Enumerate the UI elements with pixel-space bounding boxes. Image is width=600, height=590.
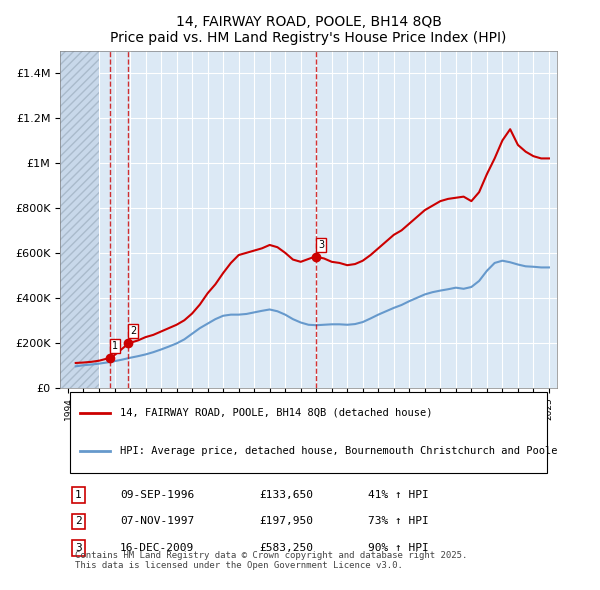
Text: 2: 2: [75, 516, 82, 526]
Text: 73% ↑ HPI: 73% ↑ HPI: [368, 516, 429, 526]
Text: 41% ↑ HPI: 41% ↑ HPI: [368, 490, 429, 500]
Text: 16-DEC-2009: 16-DEC-2009: [120, 543, 194, 553]
Text: 1: 1: [112, 340, 118, 350]
Text: 3: 3: [75, 543, 82, 553]
Text: 2: 2: [130, 326, 136, 336]
FancyBboxPatch shape: [70, 392, 547, 473]
Text: HPI: Average price, detached house, Bournemouth Christchurch and Poole: HPI: Average price, detached house, Bour…: [120, 445, 557, 455]
Text: Contains HM Land Registry data © Crown copyright and database right 2025.
This d: Contains HM Land Registry data © Crown c…: [75, 550, 467, 570]
Text: £133,650: £133,650: [259, 490, 313, 500]
Text: 3: 3: [318, 240, 324, 250]
Bar: [60, 51, 99, 388]
Text: £197,950: £197,950: [259, 516, 313, 526]
Text: 09-SEP-1996: 09-SEP-1996: [120, 490, 194, 500]
Text: 1: 1: [75, 490, 82, 500]
Text: £583,250: £583,250: [259, 543, 313, 553]
Text: 90% ↑ HPI: 90% ↑ HPI: [368, 543, 429, 553]
Text: 07-NOV-1997: 07-NOV-1997: [120, 516, 194, 526]
Text: 14, FAIRWAY ROAD, POOLE, BH14 8QB (detached house): 14, FAIRWAY ROAD, POOLE, BH14 8QB (detac…: [120, 408, 432, 418]
Title: 14, FAIRWAY ROAD, POOLE, BH14 8QB
Price paid vs. HM Land Registry's House Price : 14, FAIRWAY ROAD, POOLE, BH14 8QB Price …: [110, 15, 506, 45]
